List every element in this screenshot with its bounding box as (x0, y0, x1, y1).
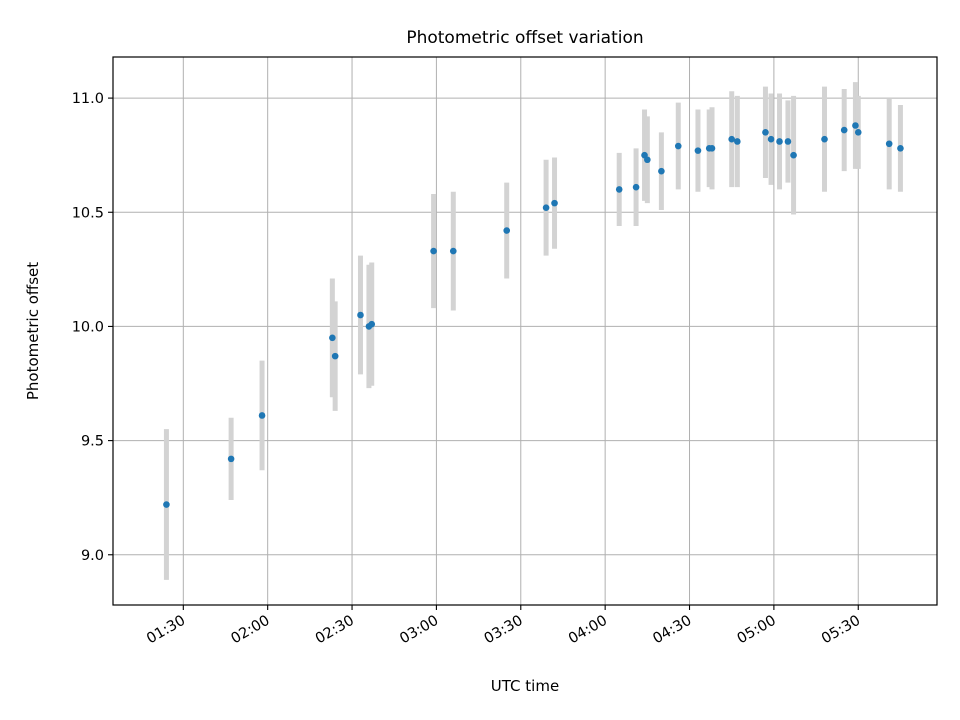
data-point (632, 183, 640, 191)
data-point (728, 135, 736, 143)
data-point (615, 186, 623, 193)
data-point (897, 145, 904, 152)
y-axis-label: Photometric offset (24, 262, 42, 400)
data-point (357, 311, 364, 319)
data-point (790, 151, 797, 159)
data-point (331, 352, 339, 360)
data-point (885, 140, 893, 148)
data-point (551, 199, 558, 207)
data-point (644, 156, 651, 164)
data-point (840, 126, 848, 134)
data-point (694, 147, 702, 154)
data-point (784, 138, 792, 145)
y-tick-label: 11.0 (72, 91, 104, 107)
data-points (163, 122, 904, 508)
data-point (708, 145, 716, 152)
data-point (734, 138, 741, 145)
chart-title: Photometric offset variation (406, 28, 643, 48)
data-point (430, 247, 437, 255)
x-axis-label: UTC time (491, 677, 559, 695)
axes-frame (112, 56, 938, 606)
data-point (258, 412, 266, 419)
data-point (449, 247, 457, 255)
y-tick-label: 9.5 (81, 434, 104, 450)
y-axis-ticks: 9.0 9.5 10.0 10.5 11.0 (72, 91, 113, 564)
grid (113, 57, 937, 605)
data-point (821, 135, 828, 143)
y-tick-label: 9.0 (81, 548, 104, 564)
data-point (368, 320, 376, 328)
data-point (658, 167, 665, 175)
data-point (776, 138, 783, 145)
data-point (542, 204, 550, 211)
data-point (227, 455, 235, 463)
data-point (329, 334, 336, 342)
data-point (503, 227, 511, 234)
data-point (767, 135, 775, 143)
data-point (674, 142, 682, 150)
data-point (163, 501, 170, 508)
y-tick-label: 10.0 (72, 319, 104, 335)
y-tick-label: 10.5 (72, 205, 104, 221)
data-point (852, 122, 859, 129)
data-point (762, 129, 769, 136)
data-point (854, 129, 862, 136)
